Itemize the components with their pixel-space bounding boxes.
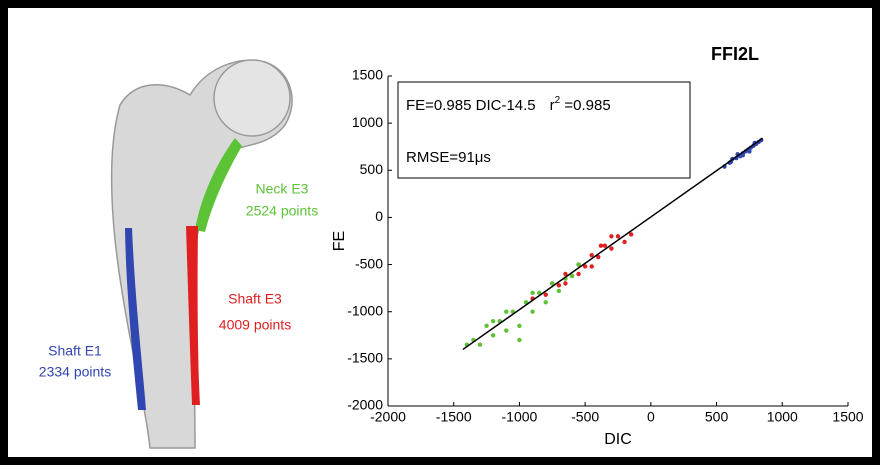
x-tick-label: 0: [647, 409, 655, 425]
y-tick-label: 1500: [352, 67, 383, 83]
point: [589, 252, 594, 258]
point: [536, 290, 542, 296]
x-axis-label: DIC: [604, 431, 632, 448]
x-tick-label: 1500: [832, 409, 863, 425]
y-tick-label: -500: [355, 255, 383, 271]
point: [576, 271, 581, 277]
point: [530, 309, 535, 314]
point: [747, 149, 752, 154]
annotation-box: [397, 81, 691, 179]
x-tick-label: -500: [571, 409, 599, 425]
y-tick-label: 1000: [352, 114, 383, 130]
point: [490, 333, 496, 338]
point: [517, 337, 522, 343]
point: [550, 281, 555, 286]
point: [740, 153, 746, 158]
point: [622, 239, 627, 245]
point: [490, 318, 496, 324]
x-tick-label: -1000: [502, 409, 538, 425]
y-tick-label: 0: [375, 208, 383, 224]
r2-sup: 2: [555, 95, 561, 106]
x-tick-label: 1000: [767, 409, 798, 425]
point: [582, 264, 588, 269]
point: [615, 234, 621, 239]
point: [602, 243, 608, 248]
point: [563, 271, 568, 277]
chart-title: FFI2L: [711, 44, 759, 64]
point: [609, 234, 614, 239]
x-tick-label: 500: [705, 409, 729, 425]
point: [543, 292, 548, 297]
point: [543, 300, 548, 305]
point: [504, 309, 509, 314]
x-tick-label: -1500: [436, 409, 472, 425]
series-label: Shaft E3: [228, 291, 282, 307]
annotation: FE=0.985 DIC-14.5 r2 =0.985: [406, 95, 611, 114]
point: [589, 264, 594, 269]
point: [596, 254, 601, 260]
series-count: 2524 points: [246, 203, 318, 219]
y-tick-label: -1500: [347, 350, 383, 366]
point: [484, 323, 489, 329]
series-count: 2334 points: [39, 364, 111, 380]
series-label: Shaft E1: [48, 343, 102, 359]
point: [477, 342, 483, 347]
rmse: RMSE=91μs: [406, 149, 491, 166]
series-label: Neck E3: [256, 181, 309, 197]
y-tick-label: 500: [360, 161, 384, 177]
fit-equation: FE=0.985 DIC-14.5: [406, 97, 536, 114]
point: [598, 243, 604, 248]
femur: [110, 59, 293, 449]
point: [504, 328, 509, 333]
r2-label: r: [550, 97, 555, 114]
point: [569, 273, 575, 279]
r2-value: =0.985: [560, 97, 610, 114]
point: [517, 323, 522, 329]
point: [609, 246, 614, 251]
y-tick-label: -1000: [347, 302, 383, 318]
point: [563, 281, 568, 286]
point: [530, 290, 535, 296]
point: [556, 288, 562, 294]
point: [628, 232, 634, 237]
point: [556, 283, 562, 288]
fit-line: [462, 137, 764, 351]
y-axis-label: FE: [331, 231, 348, 251]
y-tick-label: -2000: [347, 397, 383, 413]
x-tick-label: -2000: [370, 409, 406, 425]
point: [576, 262, 581, 267]
series-count: 4009 points: [219, 317, 291, 333]
